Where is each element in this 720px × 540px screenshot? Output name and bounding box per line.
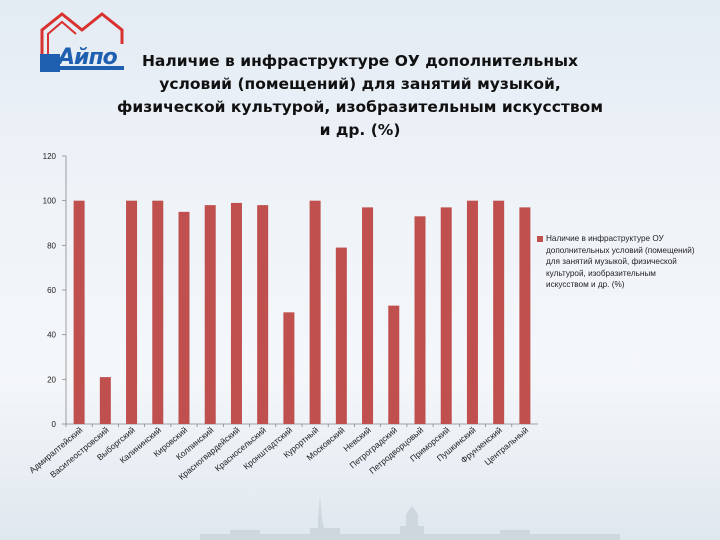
bar-5: [178, 211, 190, 424]
bar-2: [99, 377, 111, 424]
y-tick-label: 40: [47, 331, 56, 340]
city-skyline-decoration: [200, 496, 620, 540]
logo-text: Айпо: [58, 45, 118, 70]
bar-13: [388, 305, 400, 424]
y-tick-label: 60: [47, 286, 56, 295]
bar-11: [335, 247, 347, 424]
slide-title: Наличие в инфраструктуре ОУ дополнительн…: [117, 52, 603, 139]
bar-7: [230, 202, 242, 424]
bar-3: [126, 200, 138, 424]
y-tick-label: 20: [47, 375, 56, 384]
bar-16: [466, 200, 478, 424]
legend-label: Наличие в инфраструктуре ОУ дополнительн…: [546, 234, 695, 289]
bar-15: [440, 207, 452, 424]
bar-18: [519, 207, 531, 424]
bar-17: [493, 200, 505, 424]
logo-icon: [40, 12, 124, 72]
y-tick-label: 100: [43, 197, 57, 206]
legend-swatch: [537, 236, 543, 242]
bar-14: [414, 216, 426, 424]
bar-12: [362, 207, 374, 424]
bar-4: [152, 200, 164, 424]
bar-8: [257, 205, 269, 424]
bar-1: [73, 200, 85, 424]
y-tick-label: 0: [52, 420, 57, 429]
bar-10: [309, 200, 321, 424]
y-tick-label: 80: [47, 241, 56, 250]
bar-9: [283, 312, 295, 424]
bar-6: [204, 205, 216, 424]
y-tick-label: 120: [43, 152, 57, 161]
